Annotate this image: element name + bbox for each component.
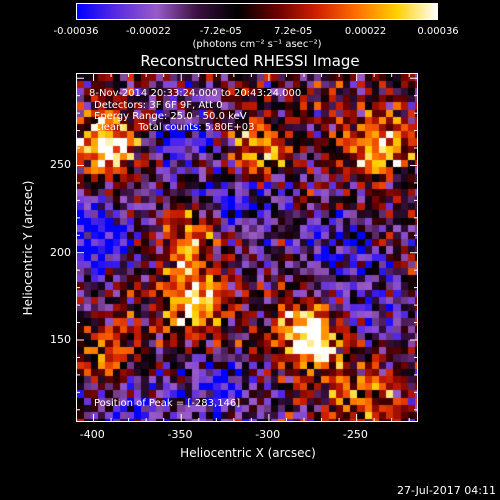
annotation-detectors: Detectors: 3F 6F 9F, Att 0 [94,100,223,111]
colorbar-units: (photons cm⁻² s⁻¹ asec⁻²) [192,39,322,50]
x-tick-label: -400 [79,428,105,441]
x-tick-label: -250 [342,428,368,441]
colorbar-tick-label: 0.00036 [417,26,459,37]
y-tick-label: 250 [50,158,71,172]
heatmap-image [77,74,417,421]
x-tick-label: -350 [167,428,193,441]
colorbar-tick-label: 7.2e-05 [273,26,313,37]
annotation-time: 8-Nov-2014 20:33:24.000 to 20:43:24.000 [89,88,302,99]
x-tick-label: -300 [255,428,281,441]
colorbar-tick-label: 0.00022 [344,26,387,37]
colorbar-tick-label: -7.2e-05 [199,26,242,37]
colorbar [76,3,438,20]
x-axis-label: Heliocentric X (arcsec) [180,446,316,460]
y-tick-label: 150 [50,332,71,346]
y-axis-label: Heliocentric Y (arcsec) [21,180,35,316]
colorbar-tick-label: -0.00036 [53,26,99,37]
colorbar-tick-label: -0.00022 [125,26,171,37]
plot-area: 8-Nov-2014 20:33:24.000 to 20:43:24.000 … [76,73,418,422]
footer-timestamp: 27-Jul-2017 04:11 [396,484,496,497]
annotation-peak: Position of Peak = [-283,146] [94,398,241,409]
annotation-clean: Clean Total counts: 5.80E+03 [94,122,255,133]
y-tick-label: 200 [50,245,71,259]
annotation-energy: Energy Range: 25.0 - 50.0 keV [94,111,247,122]
chart-title: Reconstructed RHESSI Image [140,52,360,70]
